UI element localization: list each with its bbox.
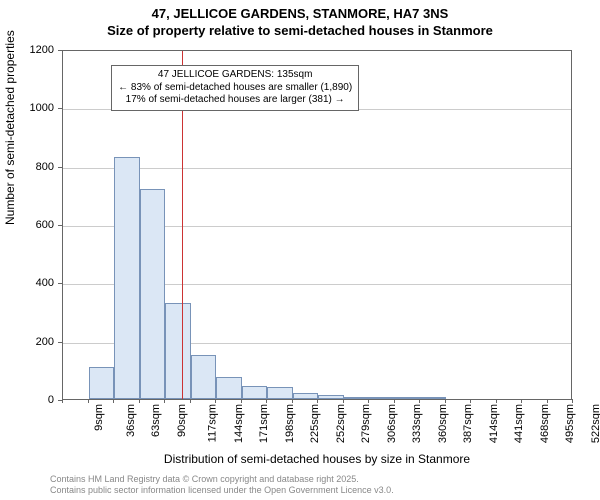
x-tick-label: 171sqm (258, 404, 270, 443)
y-axis-ticks: 020040060080010001200 (0, 50, 58, 400)
x-tick-label: 90sqm (176, 404, 188, 437)
x-tick-mark (292, 399, 293, 403)
chart-plot-area: 47 JELLICOE GARDENS: 135sqm ← 83% of sem… (62, 50, 572, 400)
x-tick-mark (190, 399, 191, 403)
footer-attribution: Contains HM Land Registry data © Crown c… (50, 474, 394, 496)
x-tick-mark (266, 399, 267, 403)
histogram-bar (318, 395, 344, 399)
histogram-bar (369, 397, 395, 399)
x-tick-label: 414sqm (488, 404, 500, 443)
histogram-bar (395, 397, 421, 399)
x-tick-label: 522sqm (590, 404, 600, 443)
annotation-box: 47 JELLICOE GARDENS: 135sqm ← 83% of sem… (111, 65, 359, 111)
histogram-bar (114, 157, 140, 399)
y-tick-label: 1200 (30, 44, 54, 56)
x-tick-label: 144sqm (233, 404, 245, 443)
x-tick-mark (572, 399, 573, 403)
y-tick-label: 1000 (30, 102, 54, 114)
x-tick-mark (317, 399, 318, 403)
x-tick-label: 252sqm (335, 404, 347, 443)
y-tick-label: 600 (36, 219, 54, 231)
x-tick-mark (62, 399, 63, 403)
y-tick-label: 200 (36, 336, 54, 348)
histogram-bar (293, 393, 319, 399)
x-tick-label: 279sqm (360, 404, 372, 443)
x-tick-mark (419, 399, 420, 403)
x-tick-mark (215, 399, 216, 403)
x-tick-label: 117sqm (206, 404, 218, 442)
x-tick-mark (445, 399, 446, 403)
x-tick-mark (394, 399, 395, 403)
x-tick-mark (241, 399, 242, 403)
title-line-2: Size of property relative to semi-detach… (0, 23, 600, 40)
x-axis-label: Distribution of semi-detached houses by … (62, 452, 572, 466)
x-tick-label: 387sqm (462, 404, 474, 443)
x-tick-mark (496, 399, 497, 403)
annotation-line-1: 47 JELLICOE GARDENS: 135sqm (118, 69, 352, 82)
x-tick-label: 495sqm (564, 404, 576, 443)
x-tick-mark (113, 399, 114, 403)
histogram-bar (267, 387, 293, 399)
histogram-bar (344, 397, 370, 399)
histogram-bar (89, 367, 115, 399)
y-tick-label: 0 (48, 394, 54, 406)
x-tick-label: 441sqm (513, 404, 525, 443)
x-tick-mark (547, 399, 548, 403)
chart-title: 47, JELLICOE GARDENS, STANMORE, HA7 3NS … (0, 0, 600, 40)
x-tick-label: 360sqm (437, 404, 449, 443)
x-tick-label: 9sqm (93, 404, 105, 431)
footer-line-2: Contains public sector information licen… (50, 485, 394, 496)
x-tick-label: 63sqm (150, 404, 162, 437)
histogram-bar (191, 355, 217, 399)
histogram-bar (216, 377, 242, 399)
y-tick-label: 400 (36, 277, 54, 289)
y-tick-label: 800 (36, 161, 54, 173)
histogram-bar (420, 397, 446, 399)
x-tick-mark (521, 399, 522, 403)
histogram-bar (165, 303, 191, 399)
x-tick-mark (470, 399, 471, 403)
annotation-line-3: 17% of semi-detached houses are larger (… (118, 94, 352, 107)
x-tick-label: 306sqm (386, 404, 398, 443)
x-tick-label: 333sqm (411, 404, 423, 443)
histogram-bar (140, 189, 166, 399)
x-tick-mark (139, 399, 140, 403)
x-tick-label: 468sqm (539, 404, 551, 443)
x-tick-label: 36sqm (125, 404, 137, 437)
title-line-1: 47, JELLICOE GARDENS, STANMORE, HA7 3NS (0, 6, 600, 23)
x-tick-mark (88, 399, 89, 403)
annotation-line-2: ← 83% of semi-detached houses are smalle… (118, 82, 352, 95)
x-axis-ticks: 9sqm 36sqm 63sqm 90sqm 117sqm 144sqm 171sqm 198… (62, 400, 572, 460)
footer-line-1: Contains HM Land Registry data © Crown c… (50, 474, 394, 485)
histogram-bar (242, 386, 268, 399)
x-tick-mark (164, 399, 165, 403)
x-tick-label: 198sqm (284, 404, 296, 443)
x-tick-mark (368, 399, 369, 403)
x-tick-mark (343, 399, 344, 403)
x-tick-label: 225sqm (309, 404, 321, 443)
